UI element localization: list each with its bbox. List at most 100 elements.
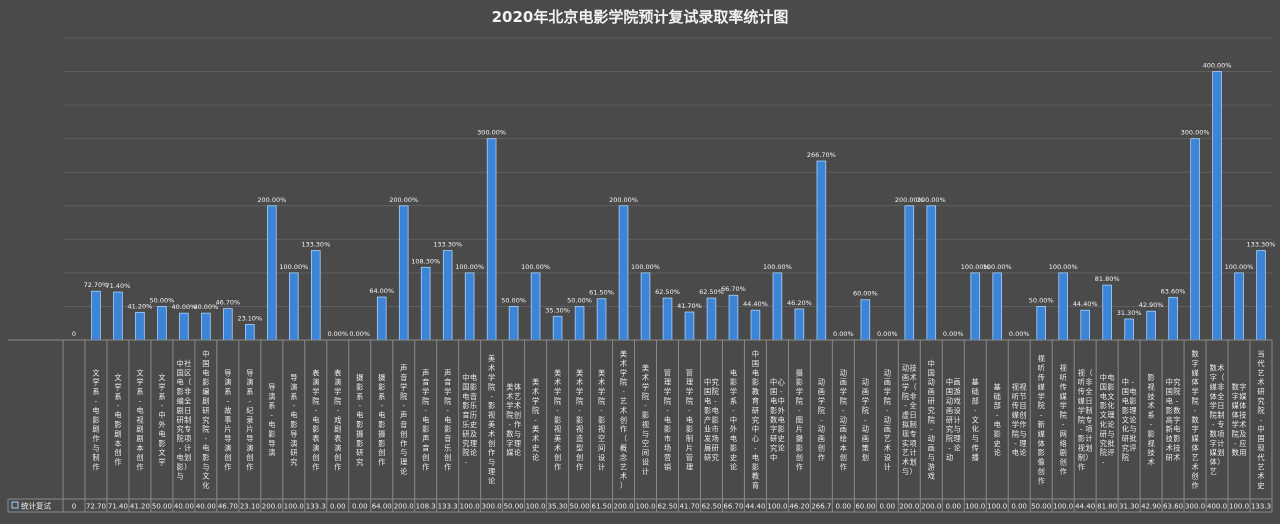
table-cell: 46.70: [218, 503, 238, 511]
data-label: 200.00%: [895, 196, 924, 204]
bar: [289, 272, 299, 341]
category-label: 美术学院-艺术创作（概念艺术）: [620, 350, 627, 491]
data-label: 300.00%: [477, 129, 506, 137]
category-label: 动画学院-虚拟现实艺术与技术（非全日制专项计划）: [902, 364, 918, 476]
data-label: 108.30%: [411, 257, 440, 265]
category-label: 动画学院-动画创作: [818, 378, 825, 462]
category-label: 文学系-电影剧本创作: [114, 373, 121, 467]
table-cell: 81.80: [1097, 503, 1117, 511]
bar: [706, 297, 717, 341]
data-label: 44.40%: [743, 300, 768, 308]
bar: [530, 272, 541, 341]
category-label: 美术学院-数字媒体艺术创作与理论: [506, 382, 522, 457]
data-label: 100.00%: [455, 263, 484, 271]
bar: [596, 298, 607, 341]
category-label: 中国电影高新技术研究院-数字电影技术: [1166, 378, 1181, 462]
table-cell: 108.3: [416, 503, 436, 511]
data-label: 50.00%: [567, 296, 592, 304]
data-label: 100.00%: [279, 263, 308, 271]
data-label: 0.00%: [327, 330, 348, 338]
data-label: 71.40%: [106, 282, 131, 290]
bar: [1102, 284, 1112, 341]
category-label: 视听传媒学院-网络剧创作: [1060, 364, 1067, 476]
bar: [310, 250, 321, 341]
category-label: 当代艺术研究院-中国现代艺术史: [1257, 350, 1264, 491]
data-label: 63.60%: [1161, 287, 1186, 295]
bar: [91, 290, 101, 341]
table-cell: 100.0: [987, 503, 1007, 511]
table-cell: 0.00: [352, 503, 368, 511]
bar: [486, 138, 497, 341]
data-label: 31.30%: [1117, 309, 1142, 317]
category-label: 中国动画研究院-动画游戏设计与理论: [946, 378, 962, 462]
table-cell: 40.00: [196, 503, 216, 511]
table-cell: 44.40: [745, 503, 765, 511]
legend-key: [11, 501, 19, 509]
data-label: 0: [72, 330, 76, 338]
category-label: 中国电影文化研究院-电影理论与批评: [1122, 378, 1138, 462]
table-cell: 200.0: [394, 503, 414, 511]
bar: [464, 272, 475, 341]
table-cell: 266.7: [811, 503, 831, 511]
category-label: 声音学院-电影音乐创作: [444, 368, 451, 471]
bar: [135, 311, 145, 341]
bar: [1058, 272, 1068, 341]
data-label: 0.00%: [877, 330, 898, 338]
bar: [420, 266, 431, 341]
table-cell: 46.20: [789, 503, 809, 511]
bar: [728, 294, 739, 341]
bar: [376, 296, 387, 341]
table-cell: 200.0: [899, 503, 919, 511]
bar: [1234, 272, 1244, 341]
bar: [267, 205, 277, 341]
category-label: 美术学院-影视与空间设计: [642, 364, 649, 476]
bar: [618, 205, 629, 341]
table-cell: 100.0: [1229, 503, 1249, 511]
table-cell: 100.0: [460, 503, 480, 511]
bar: [552, 315, 563, 341]
table-cell: 31.30: [1119, 503, 1139, 511]
data-label: 46.20%: [787, 299, 812, 307]
data-label: 50.00%: [501, 296, 526, 304]
bar: [574, 306, 585, 341]
bar: [398, 205, 409, 341]
data-label: 100.00%: [961, 263, 990, 271]
table-cell: 0.00: [1011, 503, 1027, 511]
data-table: 统计复试 文学系-电影剧作与制作 文学系-电影剧本创作 文学系-电视剧剧本创作 文学系-…: [7, 339, 1273, 513]
category-label: 导演系-电影导演研究: [290, 373, 297, 467]
data-label: 400.00%: [1203, 62, 1232, 70]
table-cell: 71.40: [108, 503, 128, 511]
bar: [442, 250, 453, 341]
table-cell: 40.00: [174, 503, 194, 511]
category-label: 管理学院-电影市场营销: [664, 368, 671, 471]
table-cell: 200.0: [614, 503, 634, 511]
table-cell: 200.0: [262, 503, 282, 511]
table-cell: 100.0: [526, 503, 546, 511]
data-label: 100.00%: [983, 263, 1012, 271]
data-label: 62.50%: [699, 288, 724, 296]
table-cell: 63.60: [1163, 503, 1183, 511]
category-label: 导演系-纪录片导演创作: [246, 368, 253, 471]
table-cell: 44.40: [1075, 503, 1095, 511]
data-label: 41.70%: [677, 302, 702, 310]
bar: [992, 272, 1003, 341]
bar: [1146, 310, 1156, 341]
bar: [1168, 296, 1178, 341]
bar: [1036, 306, 1046, 341]
category-label: 中国动画研究院-动画与游戏: [928, 359, 935, 481]
table-cell: 41.20: [130, 503, 150, 511]
table-cell: 41.70: [679, 503, 699, 511]
category-label: 中国电影音乐研究院-电影音乐历史及理论: [462, 373, 478, 467]
category-label: 美术学院-影视造型创作: [576, 368, 583, 471]
data-label: 46.70%: [215, 299, 240, 307]
data-label: 100.00%: [631, 263, 660, 271]
table-cell: 0.00: [945, 503, 961, 511]
bar: [223, 308, 233, 341]
category-label: 动画学院-动画绘本创作: [840, 368, 847, 471]
category-label: 中国电影文化研究院-电影文化理论与批评: [1100, 373, 1116, 467]
table-cell: 100.0: [767, 503, 787, 511]
data-label: 41.20%: [128, 302, 153, 310]
category-label: 数字媒体学院-数字媒体技术及应用: [1232, 382, 1247, 457]
table-cell: 0.00: [836, 503, 852, 511]
data-label: 44.40%: [1073, 300, 1098, 308]
